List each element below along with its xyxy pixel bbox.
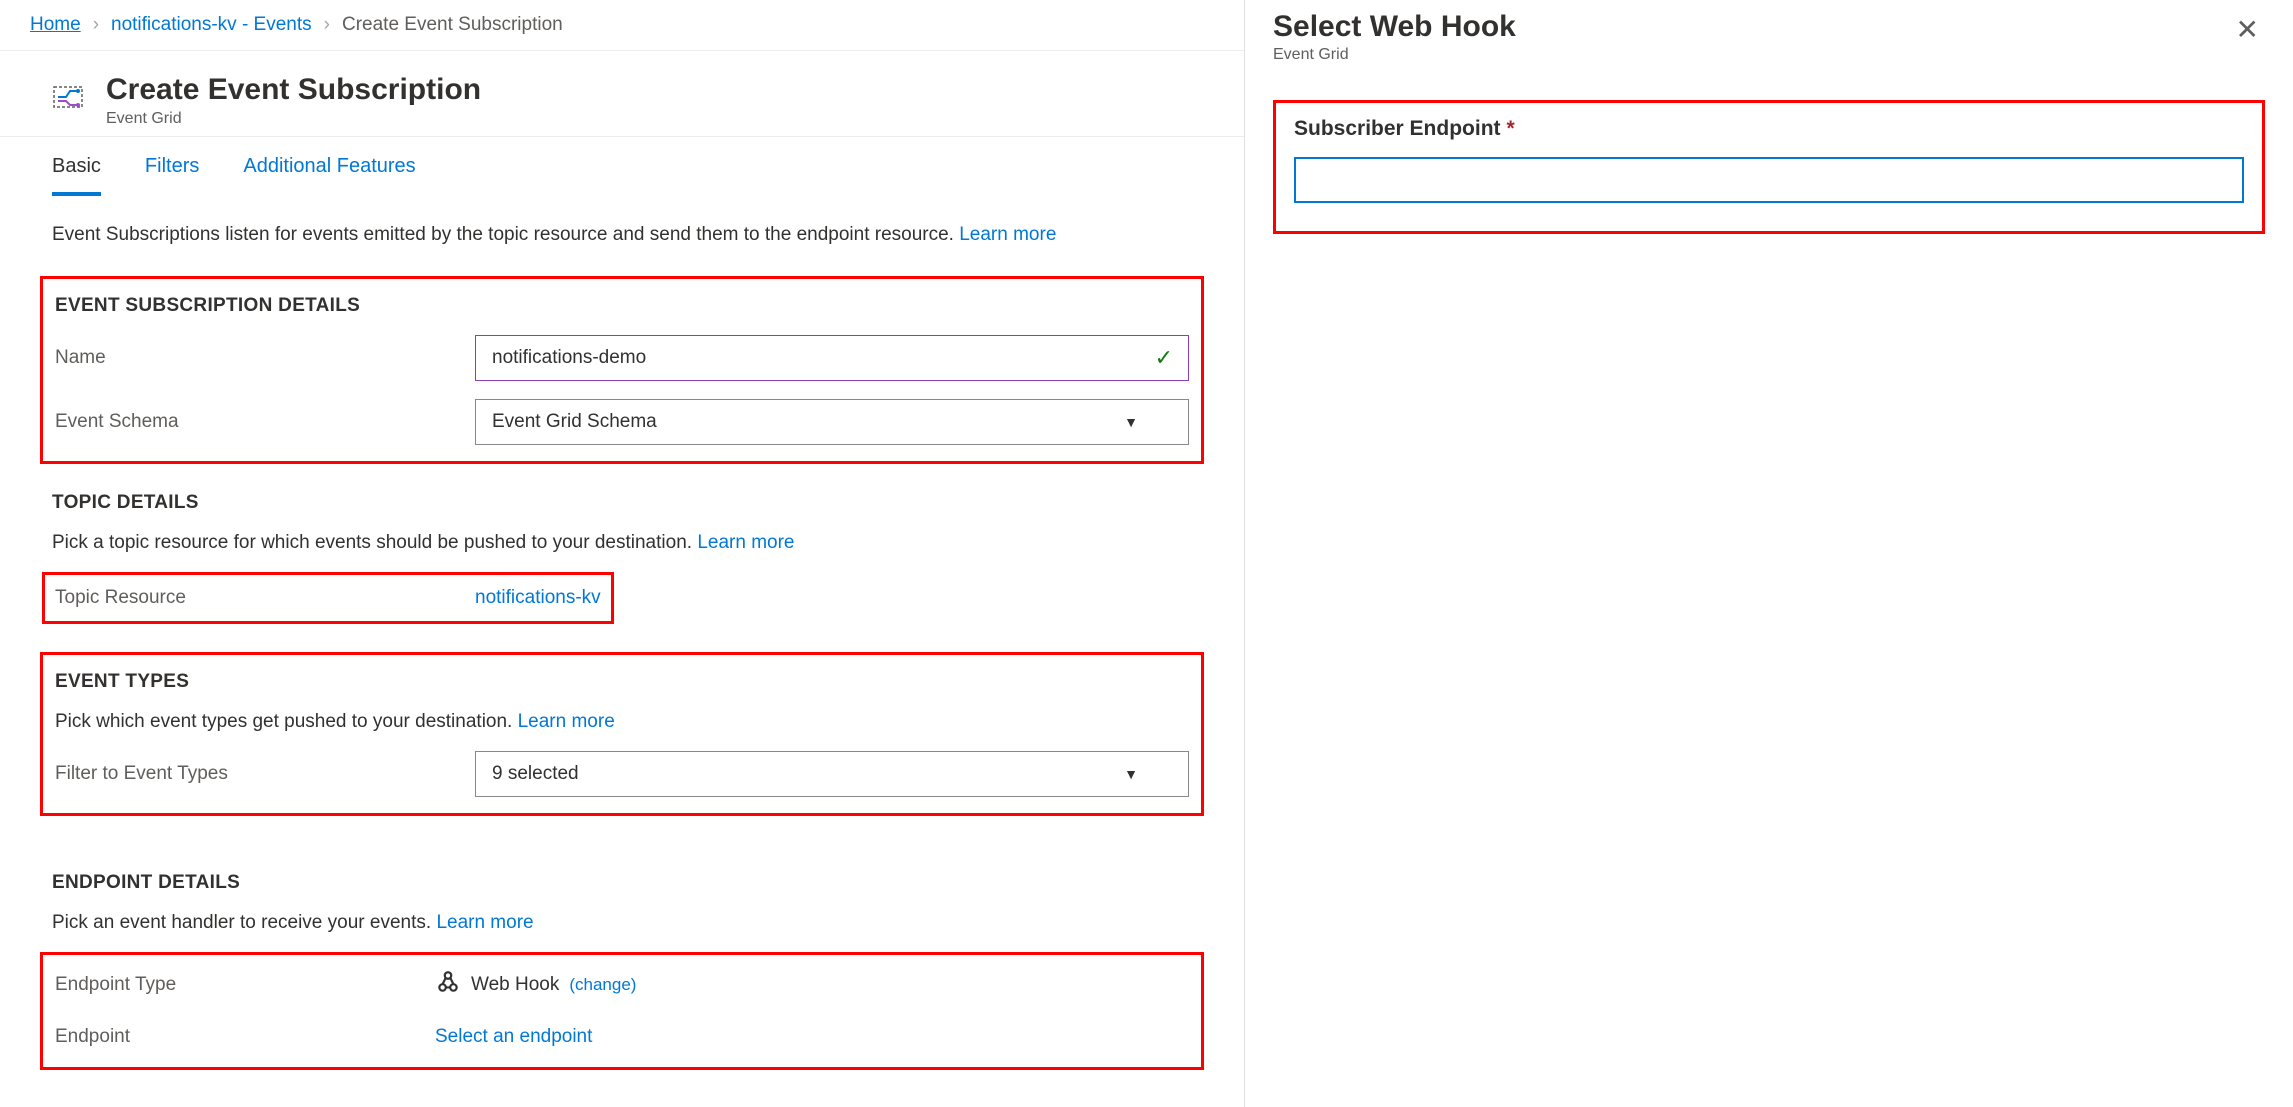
topic-learn-more-link[interactable]: Learn more xyxy=(697,532,794,553)
highlight-event-types: EVENT TYPES Pick which event types get p… xyxy=(40,652,1204,816)
chevron-right-icon: › xyxy=(93,14,99,36)
highlight-topic-resource: Topic Resource notifications-kv xyxy=(42,572,614,624)
highlight-subscriber-endpoint: Subscriber Endpoint* xyxy=(1273,100,2265,234)
filter-types-label: Filter to Event Types xyxy=(55,763,475,785)
intro-text: Event Subscriptions listen for events em… xyxy=(52,224,1192,246)
filter-types-value: 9 selected xyxy=(492,763,579,785)
close-icon[interactable]: ✕ xyxy=(2230,10,2265,50)
endpoint-learn-more-link[interactable]: Learn more xyxy=(436,912,533,933)
webhook-icon xyxy=(435,969,461,1001)
checkmark-icon: ✓ xyxy=(1155,345,1173,371)
chevron-down-icon: ▼ xyxy=(1124,766,1138,782)
topic-desc: Pick a topic resource for which events s… xyxy=(52,532,1192,554)
page-title: Create Event Subscription xyxy=(106,73,481,108)
endpoint-type-value: Web Hook xyxy=(471,974,559,996)
highlight-endpoint: Endpoint Type Web Hook (change) Endpoint xyxy=(40,952,1204,1070)
chevron-right-icon: › xyxy=(324,14,330,36)
endpoint-label: Endpoint xyxy=(55,1026,435,1048)
breadcrumb-home[interactable]: Home xyxy=(30,14,81,36)
subscriber-endpoint-input[interactable] xyxy=(1294,157,2244,203)
event-types-learn-more-link[interactable]: Learn more xyxy=(518,711,615,732)
event-schema-dropdown[interactable]: Event Grid Schema ▼ xyxy=(475,399,1189,445)
chevron-down-icon: ▼ xyxy=(1124,414,1138,430)
tabs: Basic Filters Additional Features xyxy=(0,137,1244,196)
required-indicator: * xyxy=(1507,117,1515,140)
section-heading-topic: TOPIC DETAILS xyxy=(52,492,1192,514)
page-header: Create Event Subscription Event Grid xyxy=(0,51,1244,137)
section-heading-event-types: EVENT TYPES xyxy=(55,671,1189,693)
topic-resource-label: Topic Resource xyxy=(55,587,475,609)
tab-additional-features[interactable]: Additional Features xyxy=(243,155,415,196)
highlight-subscription-details: EVENT SUBSCRIPTION DETAILS Name ✓ Event … xyxy=(40,276,1204,464)
section-heading-endpoint: ENDPOINT DETAILS xyxy=(52,872,1192,894)
side-panel-subtitle: Event Grid xyxy=(1273,46,1516,64)
intro-learn-more-link[interactable]: Learn more xyxy=(959,224,1056,245)
endpoint-desc: Pick an event handler to receive your ev… xyxy=(52,912,1192,934)
event-schema-label: Event Schema xyxy=(55,411,475,433)
side-panel-title: Select Web Hook xyxy=(1273,10,1516,44)
name-input[interactable] xyxy=(475,335,1189,381)
tab-basic[interactable]: Basic xyxy=(52,155,101,196)
breadcrumb: Home › notifications-kv - Events › Creat… xyxy=(0,0,1244,51)
event-types-desc: Pick which event types get pushed to you… xyxy=(55,711,1189,733)
event-grid-icon xyxy=(48,77,88,117)
filter-types-dropdown[interactable]: 9 selected ▼ xyxy=(475,751,1189,797)
subscriber-endpoint-label: Subscriber Endpoint* xyxy=(1294,117,2244,141)
tab-filters[interactable]: Filters xyxy=(145,155,199,196)
name-label: Name xyxy=(55,347,475,369)
breadcrumb-current: Create Event Subscription xyxy=(342,14,563,36)
section-heading-subscription: EVENT SUBSCRIPTION DETAILS xyxy=(55,295,1189,317)
page-subtitle: Event Grid xyxy=(106,110,481,128)
breadcrumb-mid[interactable]: notifications-kv - Events xyxy=(111,14,312,36)
event-schema-value: Event Grid Schema xyxy=(492,411,657,433)
endpoint-type-change-link[interactable]: (change) xyxy=(569,975,636,995)
select-endpoint-link[interactable]: Select an endpoint xyxy=(435,1026,592,1048)
endpoint-type-label: Endpoint Type xyxy=(55,974,435,996)
topic-resource-link[interactable]: notifications-kv xyxy=(475,587,601,608)
